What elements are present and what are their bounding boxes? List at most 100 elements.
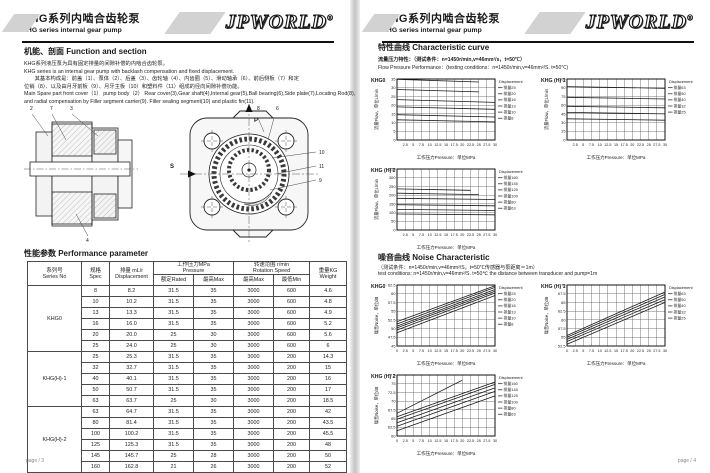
chart-svg: 2.5 5 7.5 10 12.5 15 17.5 20 22.5 25 27.5 300501001… — [371, 166, 523, 251]
x-tick-label: 22.5 — [467, 233, 474, 237]
value-cell: 64.7 — [109, 406, 154, 419]
legend-item: 排量63 — [674, 291, 686, 296]
table-row: 80 81.4 31.5 35 3000 200 43.5 — [28, 417, 348, 430]
y-tick-label: 77.5 — [388, 372, 396, 377]
plot-border — [566, 78, 666, 141]
series-line — [396, 192, 479, 195]
noise-chart-khgh2: 0 2.5 5 7.5 10 12.5 15 17.5 20 22.5 25 27.5 30 60 62.5… — [370, 369, 540, 457]
section-heading-performance: 性能参数 Performance parameter — [24, 249, 149, 258]
value-cell: 35 — [193, 351, 234, 364]
col-series: 系列号 Series No — [27, 260, 82, 287]
left-page: KHG系列内啮合齿轮泵 KHG series internal gear pum… — [0, 0, 355, 473]
value-cell: 8 — [81, 285, 110, 298]
y-tick-label: 62.5 — [558, 309, 566, 314]
series-line — [396, 204, 496, 207]
y-tick-label: 75 — [391, 381, 395, 386]
noise-chart-khgh1: 0 2.5 5 7.5 10 12.5 15 17.5 20 22.5 25 27.5 30 52.5 55… — [540, 279, 710, 367]
x-tick-label: 12.5 — [604, 349, 611, 353]
x-tick-label: 22.5 — [467, 439, 474, 443]
x-tick-label: 17.5 — [451, 143, 458, 147]
value-cell: 80 — [81, 417, 110, 430]
series-line — [396, 106, 496, 110]
text-line: KHG series is an internal gear pump with… — [24, 68, 235, 75]
pump-section-diagram: 2 7 3 4 — [20, 102, 332, 253]
legend-item: 排量63 — [504, 206, 516, 211]
x-axis-label: 工作压力Pressure：单位MPa — [417, 360, 476, 367]
value-cell: 3000 — [233, 450, 274, 463]
x-tick-label: 27.5 — [483, 439, 490, 443]
value-cell: 20 — [81, 329, 110, 342]
legend-item: 排量80 — [504, 199, 517, 204]
value-cell: 3000 — [233, 362, 274, 375]
series-line — [396, 197, 496, 200]
value-cell: 31.5 — [153, 307, 194, 320]
x-tick-label: 5 — [582, 349, 584, 353]
value-cell: 200 — [272, 351, 311, 364]
x-axis-label: 工作压力Pressure：单位MPa — [417, 450, 476, 457]
y-tick-label: 60 — [391, 433, 396, 438]
y-tick-label: 350 — [389, 166, 396, 171]
series-line — [396, 78, 479, 83]
legend-title: Displacement — [499, 375, 523, 380]
y-tick-label: 47.5 — [388, 335, 396, 340]
y-tick-label: 10 — [391, 120, 396, 125]
value-cell: 35 — [193, 307, 234, 320]
x-tick-label: 7.5 — [589, 349, 594, 353]
value-cell: 3000 — [233, 373, 274, 386]
value-cell: 13.3 — [109, 307, 154, 320]
series-line — [566, 112, 666, 115]
value-cell: 20.0 — [109, 329, 154, 342]
y-tick-label: 300 — [389, 175, 396, 180]
value-cell: 125.3 — [109, 439, 154, 452]
value-cell: 200 — [272, 395, 311, 408]
value-cell: 3000 — [233, 351, 274, 364]
x-tick-label: 10 — [428, 349, 432, 353]
y-axis-label: 噪音Noise，单位dB — [373, 387, 380, 425]
series-line — [396, 114, 496, 118]
value-cell: 35 — [193, 373, 234, 386]
series-line — [566, 86, 666, 89]
value-cell: 30 — [193, 329, 234, 342]
x-axis-label: 工作压力Pressure：单位MPa — [417, 244, 476, 251]
value-cell: 42 — [309, 406, 348, 419]
callout-10: 10 — [319, 150, 325, 156]
value-cell: 145 — [81, 450, 110, 463]
value-cell: 25 — [153, 395, 194, 408]
series-group-cell: KHG(H)-2 — [27, 406, 82, 473]
value-cell: 31.5 — [153, 417, 194, 430]
value-cell: 21 — [153, 461, 194, 473]
value-cell: 3000 — [233, 329, 274, 342]
x-tick-label: 25 — [647, 143, 651, 147]
x-tick-label: 5 — [412, 143, 414, 147]
series-line — [396, 387, 496, 424]
series-line — [566, 118, 666, 121]
value-cell: 3000 — [233, 395, 274, 408]
text-line: Main Spare part front cover（1） pump body… — [24, 91, 356, 98]
function-paragraph: KHG系列液压泵为具有固定排量的间隙补偿的内啮合齿轮泵。 KHG series i… — [24, 61, 355, 106]
series-group-cell: KHG(H)-1 — [27, 351, 82, 408]
y-tick-label: 67.5 — [388, 407, 396, 412]
text-line: 其基本构成是：前盖（1）、泵体（2）、后盖（3）、齿轮轴（4）、内齿圈（5）、滑… — [24, 76, 299, 83]
chart-title: KHG0 — [371, 284, 386, 290]
y-tick-label: 52.5 — [558, 343, 566, 348]
x-tick-label: 27.5 — [653, 349, 660, 353]
x-tick-label: 22.5 — [467, 349, 474, 353]
series-line — [396, 381, 496, 418]
x-tick-label: 20 — [460, 349, 464, 353]
chart-svg: 2.5 5 7.5 10 12.5 15 17.5 20 22.5 25 27.5 300153045… — [541, 76, 693, 161]
y-tick-label: 0 — [393, 227, 396, 232]
legend-item: 排量16 — [504, 303, 516, 308]
legend-item: 排量32 — [674, 309, 686, 314]
legend-item: 排量80 — [504, 405, 517, 410]
legend-item: 排量32 — [674, 103, 686, 108]
value-cell: 200 — [272, 450, 311, 463]
x-tick-label: 12.5 — [434, 349, 441, 353]
callout-6: 6 — [276, 106, 279, 112]
performance-table: 系列号 Series No 规格 Spec 排量 mL/r Displacement 工作压… — [27, 260, 348, 473]
series-line — [396, 213, 496, 216]
value-cell: 48 — [309, 439, 348, 452]
table-row: 160 162.8 21 26 3000 200 52 — [28, 461, 348, 473]
right-page: KHG系列内啮合齿轮泵 KHG series internal gear pum… — [360, 0, 710, 473]
table-row: KHG0 8 8.2 31.5 35 3000 600 4.6 — [27, 285, 348, 353]
x-tick-label: 30 — [493, 143, 497, 147]
